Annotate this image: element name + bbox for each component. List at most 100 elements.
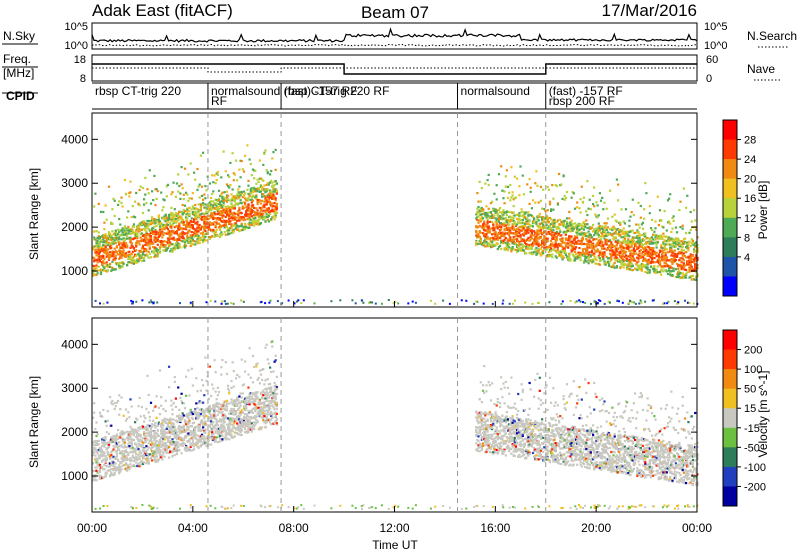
power-cell <box>556 246 559 249</box>
power-cell <box>103 228 106 231</box>
power-cell <box>232 224 235 227</box>
power-cell <box>93 256 96 260</box>
power-cell <box>513 222 516 225</box>
power-cell <box>527 231 530 234</box>
power-cell <box>569 230 572 233</box>
power-cell <box>247 198 250 201</box>
power-cell <box>606 234 609 237</box>
power-cell <box>640 242 643 246</box>
power-cell <box>582 220 586 224</box>
power-cell <box>610 256 613 259</box>
power-cell <box>539 232 542 235</box>
power-cell <box>611 229 614 232</box>
power-cell <box>131 260 134 263</box>
power-cell <box>512 214 515 217</box>
power-cell <box>620 208 623 211</box>
power-cell <box>615 243 618 246</box>
power-cell <box>522 239 525 242</box>
power-cell <box>255 189 258 192</box>
power-cell <box>584 225 587 229</box>
freq-tick-bottom: 8 <box>80 73 86 85</box>
power-cell <box>596 233 599 236</box>
power-cell <box>684 299 686 302</box>
power-cell <box>638 235 641 238</box>
power-cell <box>248 194 251 197</box>
power-cell <box>503 232 506 236</box>
power-cell <box>485 205 488 208</box>
power-cell <box>689 258 692 262</box>
power-cell <box>669 237 672 240</box>
power-cell <box>177 190 180 193</box>
power-cell <box>220 213 223 216</box>
power-cell <box>122 246 125 249</box>
power-cell <box>215 202 218 205</box>
power-cell <box>203 212 206 215</box>
power-cell <box>621 253 624 257</box>
power-cell <box>140 238 143 241</box>
power-cell <box>693 244 696 247</box>
power-cell <box>224 233 227 236</box>
power-cell <box>629 253 632 256</box>
power-cell <box>632 259 635 262</box>
power-cell <box>658 249 662 252</box>
power-cell <box>636 236 639 240</box>
power-cell <box>520 210 523 214</box>
power-cell <box>584 232 587 236</box>
power-cell <box>619 221 622 224</box>
power-cell <box>660 219 663 222</box>
power-cell <box>589 233 592 237</box>
power-cell <box>681 245 684 249</box>
power-cell <box>198 223 201 227</box>
power-cell <box>179 215 182 218</box>
power-cell <box>545 221 548 224</box>
power-cell <box>195 211 198 214</box>
power-cell <box>529 244 532 247</box>
power-cell <box>269 181 272 184</box>
power-cell <box>180 183 183 186</box>
power-cell <box>643 248 646 251</box>
power-cell <box>197 226 200 229</box>
power-cell <box>186 232 189 235</box>
power-cell <box>542 226 545 229</box>
power-cell <box>587 253 590 256</box>
power-cell <box>164 213 167 217</box>
power-cell <box>503 248 506 251</box>
power-cell <box>495 219 498 222</box>
power-cell <box>691 258 694 261</box>
power-cell <box>545 223 548 227</box>
power-cell <box>581 238 584 241</box>
power-cell <box>247 203 250 206</box>
power-cell <box>612 250 615 253</box>
power-cell <box>695 255 698 258</box>
power-cell <box>514 242 518 246</box>
power-cell <box>596 232 599 235</box>
power-cell <box>596 241 599 244</box>
power-cell <box>146 223 149 226</box>
power-cell <box>634 249 637 252</box>
power-cell <box>626 259 629 263</box>
power-cell <box>560 250 563 253</box>
power-cell <box>183 243 187 246</box>
power-cell <box>130 262 133 265</box>
power-cell <box>173 214 176 217</box>
power-cell <box>519 214 522 217</box>
power-cell <box>657 258 660 261</box>
power-cell <box>609 249 612 252</box>
power-cell <box>221 191 224 194</box>
power-cell <box>264 195 267 198</box>
power-cell <box>210 196 213 200</box>
power-cell <box>618 259 621 262</box>
power-cell <box>539 247 542 250</box>
power-cell <box>589 227 592 230</box>
power-cell <box>179 236 182 239</box>
power-cell <box>548 216 552 220</box>
power-cell <box>250 196 253 199</box>
power-cell <box>229 208 232 211</box>
power-cell <box>96 250 99 254</box>
power-cell <box>553 218 556 222</box>
power-cell <box>221 197 224 200</box>
power-cell <box>212 206 215 209</box>
power-cell <box>517 221 520 224</box>
power-cell <box>262 163 265 166</box>
power-cell <box>128 260 131 264</box>
